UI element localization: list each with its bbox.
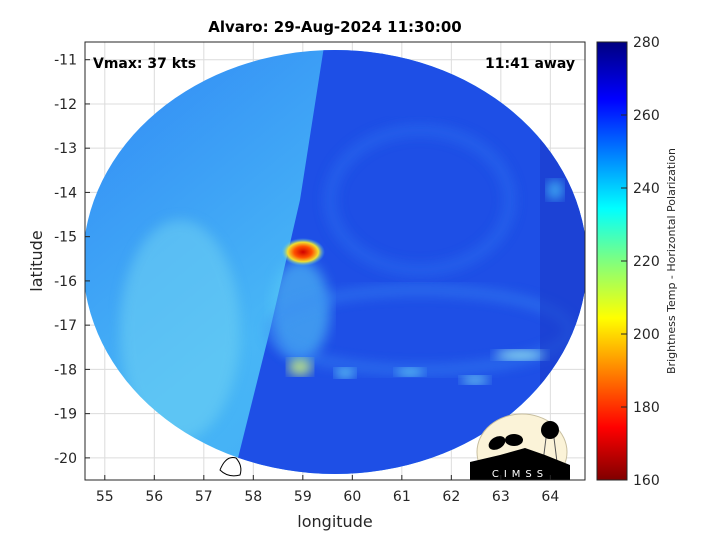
y-tick-label: -11 (54, 53, 77, 69)
colorbar-tick-label: 200 (633, 327, 660, 343)
x-tick-label: 58 (244, 489, 262, 505)
x-tick-label: 62 (442, 489, 460, 505)
y-tick-label: -15 (54, 230, 77, 246)
x-tick-label: 63 (492, 489, 510, 505)
x-tick-label: 59 (294, 489, 312, 505)
vmax-label: Vmax: 37 kts (93, 56, 196, 72)
coastline (219, 457, 242, 477)
y-tick-label: -18 (54, 362, 77, 378)
x-tick-label: 55 (96, 489, 114, 505)
y-tick-label: -13 (54, 141, 77, 157)
y-tick-label: -16 (54, 274, 77, 290)
colorbar: 160 180 200 220 240 260 280 Brightness Temp - … (596, 35, 678, 489)
x-tick-label: 64 (541, 489, 559, 505)
colorbar-tick-label: 220 (633, 254, 660, 270)
logo-text: CIMSS (492, 469, 548, 480)
plot-area: CIMSS (85, 42, 585, 480)
colorbar-tick-label: 260 (633, 108, 660, 124)
colorbar-tick-label: 160 (633, 473, 660, 489)
away-label: 11:41 away (485, 56, 575, 72)
core-hotspot (281, 238, 325, 266)
colorbar-tick-label: 180 (633, 400, 660, 416)
x-tick-label: 60 (343, 489, 361, 505)
x-tick-label: 57 (195, 489, 213, 505)
x-tick-label: 61 (393, 489, 411, 505)
cimss-logo: CIMSS (470, 413, 570, 480)
y-tick-label: -12 (54, 97, 77, 113)
swath-image (85, 50, 585, 474)
axis-ticks: 55 56 57 58 59 60 61 62 63 64 -11 -12 -13 -14 -15 -16 -1… (54, 53, 559, 505)
y-tick-label: -20 (54, 451, 77, 467)
x-axis-label: longitude (297, 512, 372, 531)
y-axis-label: latitude (27, 230, 46, 291)
colorbar-label: Brightness Temp - Horizontal Polarizatio… (665, 148, 678, 374)
colorbar-tick-label: 240 (633, 181, 660, 197)
y-tick-label: -17 (54, 318, 77, 334)
y-tick-label: -19 (54, 407, 77, 423)
x-tick-label: 56 (145, 489, 163, 505)
chart-title: Alvaro: 29-Aug-2024 11:30:00 (208, 18, 462, 36)
colorbar-tick-label: 280 (633, 35, 660, 51)
y-tick-label: -14 (54, 185, 77, 201)
plot-frame (84, 41, 586, 481)
